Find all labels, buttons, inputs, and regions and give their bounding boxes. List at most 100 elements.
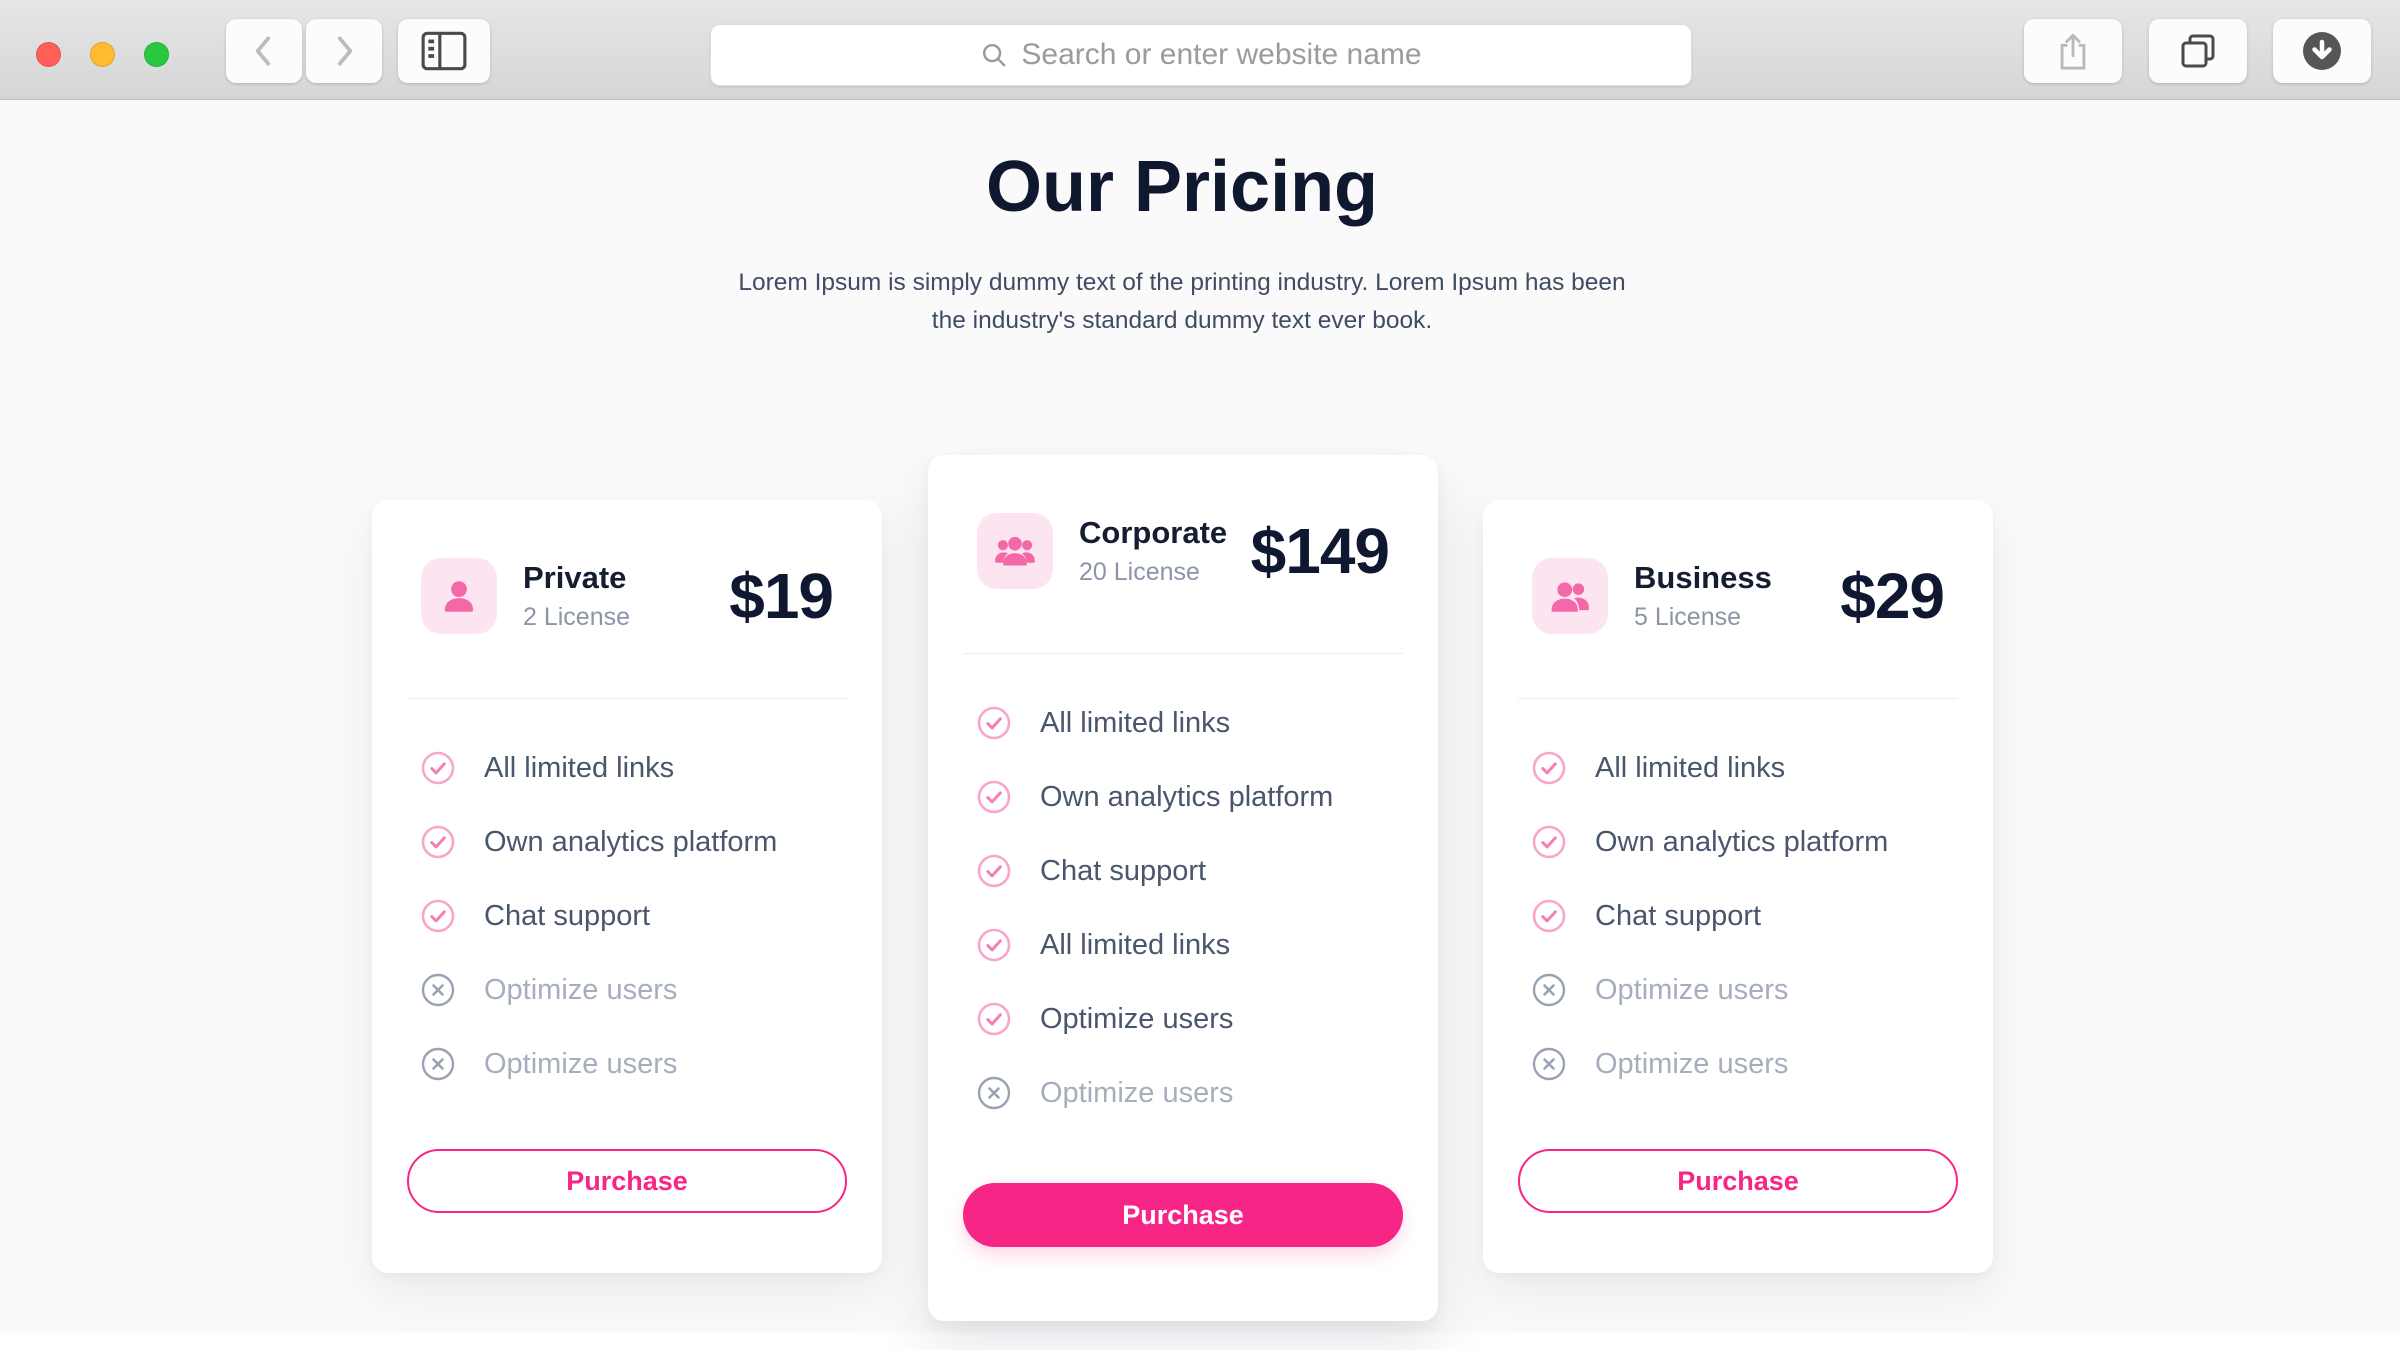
- close-window-button[interactable]: [36, 42, 61, 67]
- plan-meta: Private 2 License: [523, 560, 630, 632]
- search-icon: [983, 43, 1006, 67]
- x-circle-icon: [1532, 973, 1566, 1007]
- plan-price: $29: [1840, 560, 1945, 632]
- feature-label: All limited links: [1040, 928, 1231, 961]
- x-circle-icon: [1532, 1047, 1566, 1081]
- x-circle-icon: [977, 1076, 1011, 1110]
- plan-icon-tile: [1532, 558, 1608, 634]
- plan-name: Corporate: [1079, 515, 1228, 550]
- plan-icon-tile: [421, 558, 497, 634]
- check-circle-icon: [421, 825, 455, 859]
- feature-list: All limited links Own analytics platform C…: [1518, 751, 1958, 1121]
- back-button[interactable]: [226, 19, 302, 83]
- single-person-icon: [444, 581, 474, 612]
- check-circle-icon: [977, 706, 1011, 740]
- feature-label: All limited links: [1040, 706, 1231, 739]
- feature-label: Optimize users: [1595, 973, 1789, 1006]
- sidebar-icon: [421, 31, 467, 71]
- feature-item-included: Chat support: [407, 899, 847, 933]
- tab-overview-icon: [2181, 34, 2215, 68]
- browser-toolbar: Search or enter website name: [0, 0, 2400, 100]
- feature-item-excluded: Optimize users: [1518, 973, 1958, 1007]
- feature-item-included: Chat support: [1518, 899, 1958, 933]
- two-people-icon: [1551, 582, 1589, 612]
- address-search-field[interactable]: Search or enter website name: [710, 24, 1692, 86]
- feature-item-excluded: Optimize users: [407, 1047, 847, 1081]
- feature-item-included: All limited links: [407, 751, 847, 785]
- header-divider: [963, 653, 1403, 654]
- tab-overview-button[interactable]: [2149, 19, 2247, 83]
- check-circle-icon: [421, 899, 455, 933]
- plan-name: Business: [1634, 560, 1772, 595]
- page-subtitle: Lorem Ipsum is simply dummy text of the …: [738, 264, 1625, 340]
- feature-list: All limited links Own analytics platform C…: [407, 751, 847, 1121]
- check-circle-icon: [1532, 899, 1566, 933]
- plan-header: Business 5 License $29: [1518, 558, 1958, 634]
- purchase-button[interactable]: Purchase: [963, 1183, 1403, 1247]
- feature-item-excluded: Optimize users: [1518, 1047, 1958, 1081]
- check-circle-icon: [977, 780, 1011, 814]
- feature-label: Own analytics platform: [1595, 825, 1889, 858]
- check-circle-icon: [977, 854, 1011, 888]
- minimize-window-button[interactable]: [90, 42, 115, 67]
- subtitle-line-2: the industry's standard dummy text ever …: [931, 307, 1433, 334]
- share-icon: [2060, 33, 2086, 70]
- feature-label: Chat support: [484, 899, 651, 932]
- feature-item-included: Own analytics platform: [407, 825, 847, 859]
- feature-item-excluded: Optimize users: [963, 1076, 1403, 1110]
- forward-button[interactable]: [306, 19, 382, 83]
- subtitle-line-1: Lorem Ipsum is simply dummy text of the …: [738, 269, 1626, 296]
- feature-label: Own analytics platform: [484, 825, 778, 858]
- zoom-window-button[interactable]: [144, 42, 169, 67]
- check-circle-icon: [421, 751, 455, 785]
- feature-item-included: All limited links: [1518, 751, 1958, 785]
- check-circle-icon: [1532, 751, 1566, 785]
- feature-item-included: Own analytics platform: [1518, 825, 1958, 859]
- feature-label: Own analytics platform: [1040, 780, 1334, 813]
- header-divider: [1518, 698, 1958, 699]
- plan-icon-tile: [977, 513, 1053, 589]
- share-button[interactable]: [2024, 19, 2122, 83]
- page-title: Our Pricing: [985, 147, 1379, 227]
- check-circle-icon: [1532, 825, 1566, 859]
- plan-price: $149: [1250, 515, 1390, 587]
- pricing-card-private: Private 2 License $19 All limited links O…: [372, 500, 882, 1273]
- plan-license-count: 2 License: [523, 603, 631, 631]
- feature-label: All limited links: [484, 751, 675, 784]
- feature-item-included: Own analytics platform: [963, 780, 1403, 814]
- plan-name: Private: [523, 560, 627, 595]
- chevron-right-icon: [337, 36, 353, 66]
- pricing-card-business: Business 5 License $29 All limited links…: [1483, 500, 1993, 1273]
- check-circle-icon: [977, 1002, 1011, 1036]
- feature-item-included: All limited links: [963, 706, 1403, 740]
- feature-label: Optimize users: [484, 1047, 678, 1080]
- x-circle-icon: [421, 973, 455, 1007]
- check-circle-icon: [977, 928, 1011, 962]
- feature-label: Optimize users: [1595, 1047, 1789, 1080]
- plan-meta: Corporate 20 License: [1079, 515, 1227, 587]
- plan-header: Private 2 License $19: [407, 558, 847, 634]
- feature-item-included: All limited links: [963, 928, 1403, 962]
- feature-list: All limited links Own analytics platform C…: [963, 706, 1403, 1150]
- feature-label: Chat support: [1595, 899, 1762, 932]
- chevron-left-icon: [255, 36, 271, 66]
- plan-license-count: 20 License: [1079, 558, 1200, 586]
- feature-label: Optimize users: [1040, 1076, 1234, 1109]
- search-placeholder: Search or enter website name: [1021, 38, 1422, 71]
- feature-item-included: Chat support: [963, 854, 1403, 888]
- plan-header: Corporate 20 License $149: [963, 513, 1403, 589]
- plan-price: $19: [729, 560, 834, 632]
- plan-license-count: 5 License: [1634, 603, 1742, 631]
- purchase-button[interactable]: Purchase: [407, 1149, 847, 1213]
- feature-label: Optimize users: [1040, 1002, 1234, 1035]
- feature-label: Optimize users: [484, 973, 678, 1006]
- pricing-card-corporate: Corporate 20 License $149 All limited li…: [928, 455, 1438, 1321]
- sidebar-toggle-button[interactable]: [398, 19, 490, 83]
- download-icon: [2303, 32, 2341, 70]
- header-divider: [407, 698, 847, 699]
- x-circle-icon: [421, 1047, 455, 1081]
- plan-meta: Business 5 License: [1634, 560, 1772, 632]
- feature-item-included: Optimize users: [963, 1002, 1403, 1036]
- purchase-button[interactable]: Purchase: [1518, 1149, 1958, 1213]
- downloads-button[interactable]: [2273, 19, 2371, 83]
